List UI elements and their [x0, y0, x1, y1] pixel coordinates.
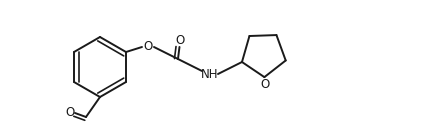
Text: O: O	[176, 34, 184, 46]
Text: NH: NH	[201, 68, 219, 81]
Text: O: O	[260, 78, 269, 91]
Text: O: O	[65, 107, 75, 120]
Text: O: O	[143, 40, 153, 53]
